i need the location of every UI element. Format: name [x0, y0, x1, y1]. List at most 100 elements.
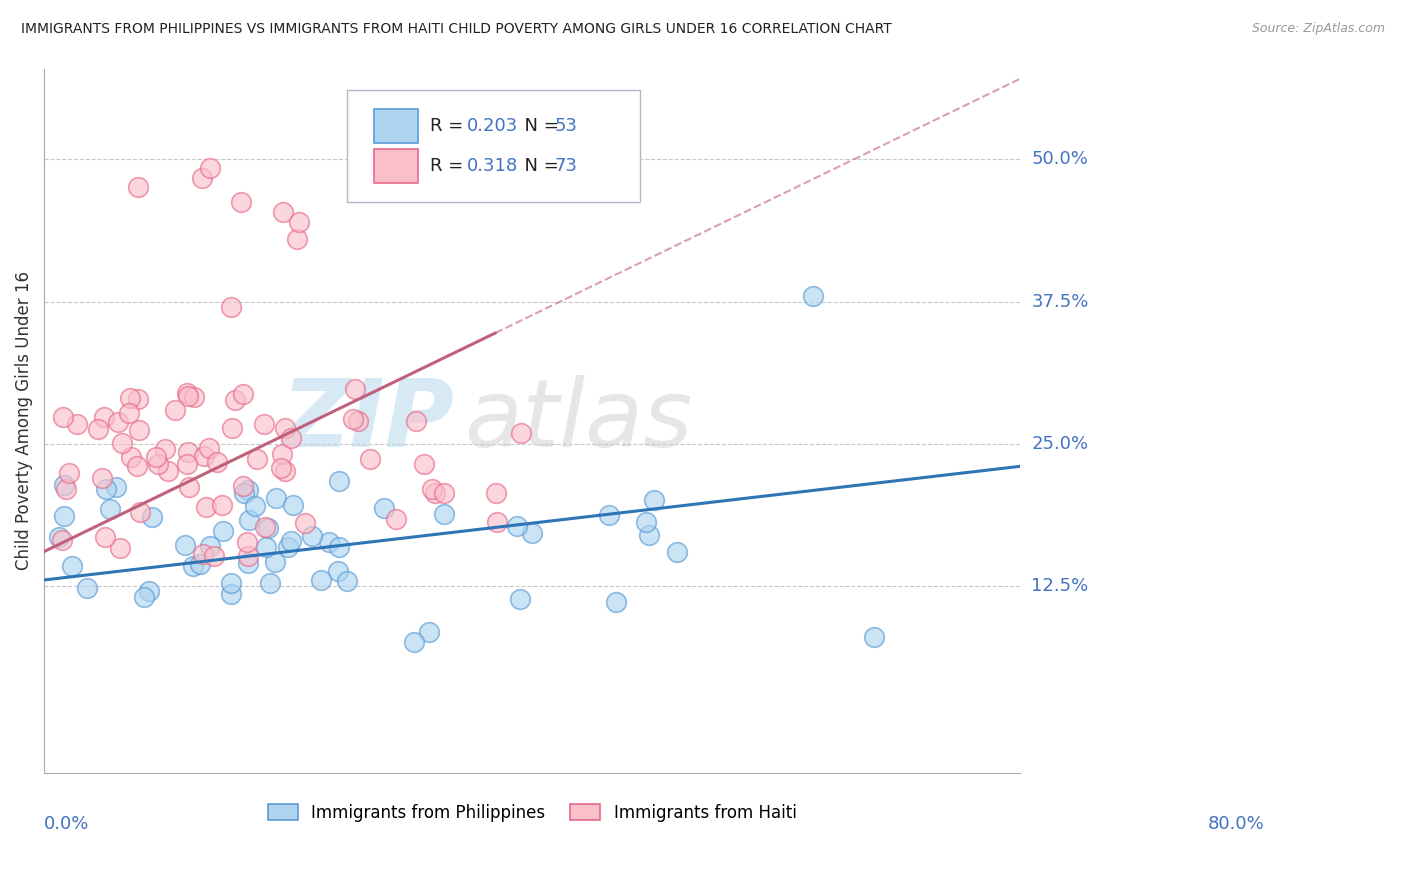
- Point: [157, 464, 180, 478]
- Point: [301, 529, 323, 543]
- Text: R =: R =: [430, 157, 468, 175]
- Point: [359, 451, 381, 466]
- Point: [326, 564, 349, 578]
- Point: [328, 541, 350, 555]
- Text: 73: 73: [554, 157, 578, 175]
- Point: [211, 524, 233, 538]
- Point: [236, 534, 259, 549]
- Text: R =: R =: [430, 117, 468, 135]
- Point: [254, 520, 277, 534]
- Point: [862, 630, 884, 644]
- Text: ZIP: ZIP: [281, 375, 454, 467]
- Text: 37.5%: 37.5%: [1031, 293, 1088, 310]
- Point: [232, 479, 254, 493]
- Point: [385, 512, 408, 526]
- Point: [193, 449, 215, 463]
- Point: [274, 464, 297, 478]
- Point: [231, 194, 253, 209]
- Point: [485, 486, 508, 500]
- Point: [176, 385, 198, 400]
- Text: 12.5%: 12.5%: [1031, 576, 1088, 595]
- Point: [197, 441, 219, 455]
- Point: [108, 541, 131, 556]
- Point: [127, 179, 149, 194]
- Point: [328, 475, 350, 489]
- Point: [280, 431, 302, 445]
- Point: [270, 460, 292, 475]
- Point: [634, 515, 657, 529]
- Y-axis label: Child Poverty Among Girls Under 16: Child Poverty Among Girls Under 16: [15, 271, 32, 570]
- Point: [506, 519, 529, 533]
- Point: [232, 386, 254, 401]
- Point: [52, 410, 75, 425]
- Text: 0.0%: 0.0%: [44, 815, 90, 833]
- Point: [253, 417, 276, 432]
- Point: [236, 483, 259, 497]
- Point: [107, 415, 129, 429]
- Point: [58, 466, 80, 480]
- Point: [373, 500, 395, 515]
- Point: [181, 559, 204, 574]
- Point: [177, 389, 200, 403]
- Point: [342, 412, 364, 426]
- Text: N =: N =: [513, 157, 564, 175]
- Point: [288, 215, 311, 229]
- Point: [294, 516, 316, 530]
- Point: [177, 445, 200, 459]
- Point: [219, 586, 242, 600]
- Text: atlas: atlas: [464, 376, 692, 467]
- Point: [176, 457, 198, 471]
- Point: [486, 515, 509, 529]
- Point: [183, 390, 205, 404]
- Point: [141, 509, 163, 524]
- Point: [51, 533, 73, 548]
- Point: [118, 391, 141, 405]
- Point: [53, 478, 76, 492]
- Point: [243, 499, 266, 513]
- Point: [90, 471, 112, 485]
- Point: [637, 527, 659, 541]
- Point: [238, 513, 260, 527]
- Point: [420, 483, 443, 497]
- Point: [52, 508, 75, 523]
- Point: [309, 573, 332, 587]
- Point: [66, 417, 89, 431]
- Point: [271, 205, 294, 219]
- Point: [336, 574, 359, 588]
- Point: [87, 422, 110, 436]
- Point: [413, 457, 436, 471]
- Point: [127, 392, 149, 406]
- Point: [128, 423, 150, 437]
- Point: [191, 171, 214, 186]
- Point: [280, 534, 302, 549]
- Point: [643, 493, 665, 508]
- Point: [522, 525, 544, 540]
- Point: [343, 383, 366, 397]
- Point: [224, 392, 246, 407]
- Point: [55, 482, 77, 496]
- Point: [146, 457, 169, 471]
- Point: [211, 499, 233, 513]
- Point: [274, 421, 297, 435]
- Point: [132, 590, 155, 604]
- Point: [509, 425, 531, 440]
- FancyBboxPatch shape: [374, 109, 418, 143]
- Text: 80.0%: 80.0%: [1208, 815, 1264, 833]
- Point: [254, 540, 277, 554]
- Point: [236, 549, 259, 563]
- FancyBboxPatch shape: [347, 90, 640, 202]
- FancyBboxPatch shape: [374, 149, 418, 183]
- Point: [105, 481, 128, 495]
- Point: [165, 403, 187, 417]
- Point: [285, 232, 308, 246]
- Point: [48, 530, 70, 544]
- Point: [257, 520, 280, 534]
- Text: N =: N =: [513, 117, 564, 135]
- Point: [60, 558, 83, 573]
- Point: [404, 635, 426, 649]
- Point: [138, 584, 160, 599]
- Point: [129, 505, 152, 519]
- Text: Source: ZipAtlas.com: Source: ZipAtlas.com: [1251, 22, 1385, 36]
- Point: [318, 534, 340, 549]
- Point: [433, 507, 456, 521]
